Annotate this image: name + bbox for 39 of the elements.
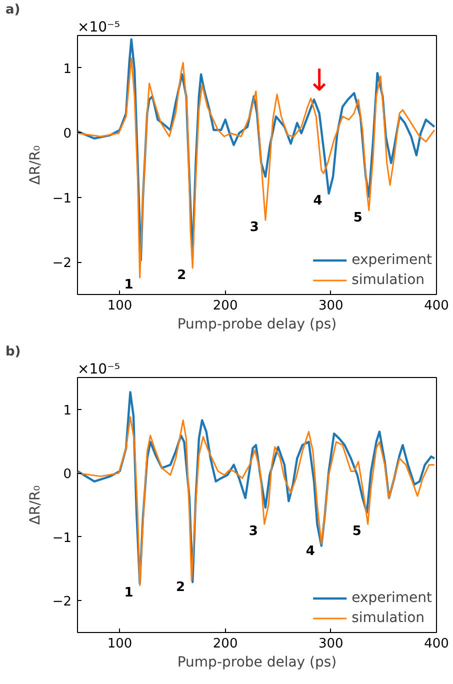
annotation: 5 [353,210,362,226]
x-tick-label: 200 [212,298,238,314]
y-tick-label: −2 [52,594,72,610]
x-tick-label: 400 [424,298,449,314]
y-tick-label: 0 [63,126,72,142]
x-tick-label: 400 [424,636,449,652]
chart-title: b) [6,344,21,360]
annotation: 3 [250,220,259,236]
annotation: ×10⁻⁵ [78,20,120,36]
x-tick-label: 300 [318,636,344,652]
annotation: 3 [248,524,258,540]
x-tick-label: 100 [107,298,132,314]
annotation: 2 [177,268,186,283]
annotation: 1 [124,585,134,600]
y-tick-label: 1 [63,62,72,77]
chart-title: a) [6,2,20,18]
text: ×10⁻⁵ [78,362,120,378]
y-tick-label: −1 [52,530,72,546]
legend-label: simulation [352,610,425,626]
annotation: ↓ [306,64,332,99]
annotation: 2 [176,580,186,596]
annotation: 1 [124,278,134,293]
y-axis-title: ΔR/R₀ [27,144,44,185]
x-tick-label: 100 [107,636,132,652]
y-axis-title: ΔR/R₀ [27,484,44,525]
annotation: 5 [352,524,362,540]
legend-label: experiment [352,590,432,606]
legend-label: simulation [352,272,425,288]
x-tick-label: 200 [212,636,238,652]
x-axis-title: Pump-probe delay (ps) [177,316,337,332]
annotation: 4 [313,193,322,208]
x-tick-label: 300 [318,298,344,314]
x-axis-title: Pump-probe delay (ps) [177,654,337,670]
legend-label: experiment [352,252,432,268]
y-tick-label: −1 [52,191,72,206]
y-tick-label: 0 [63,467,72,482]
annotation: 4 [306,544,315,559]
y-tick-label: 1 [63,403,72,418]
y-tick-label: −2 [52,256,72,272]
